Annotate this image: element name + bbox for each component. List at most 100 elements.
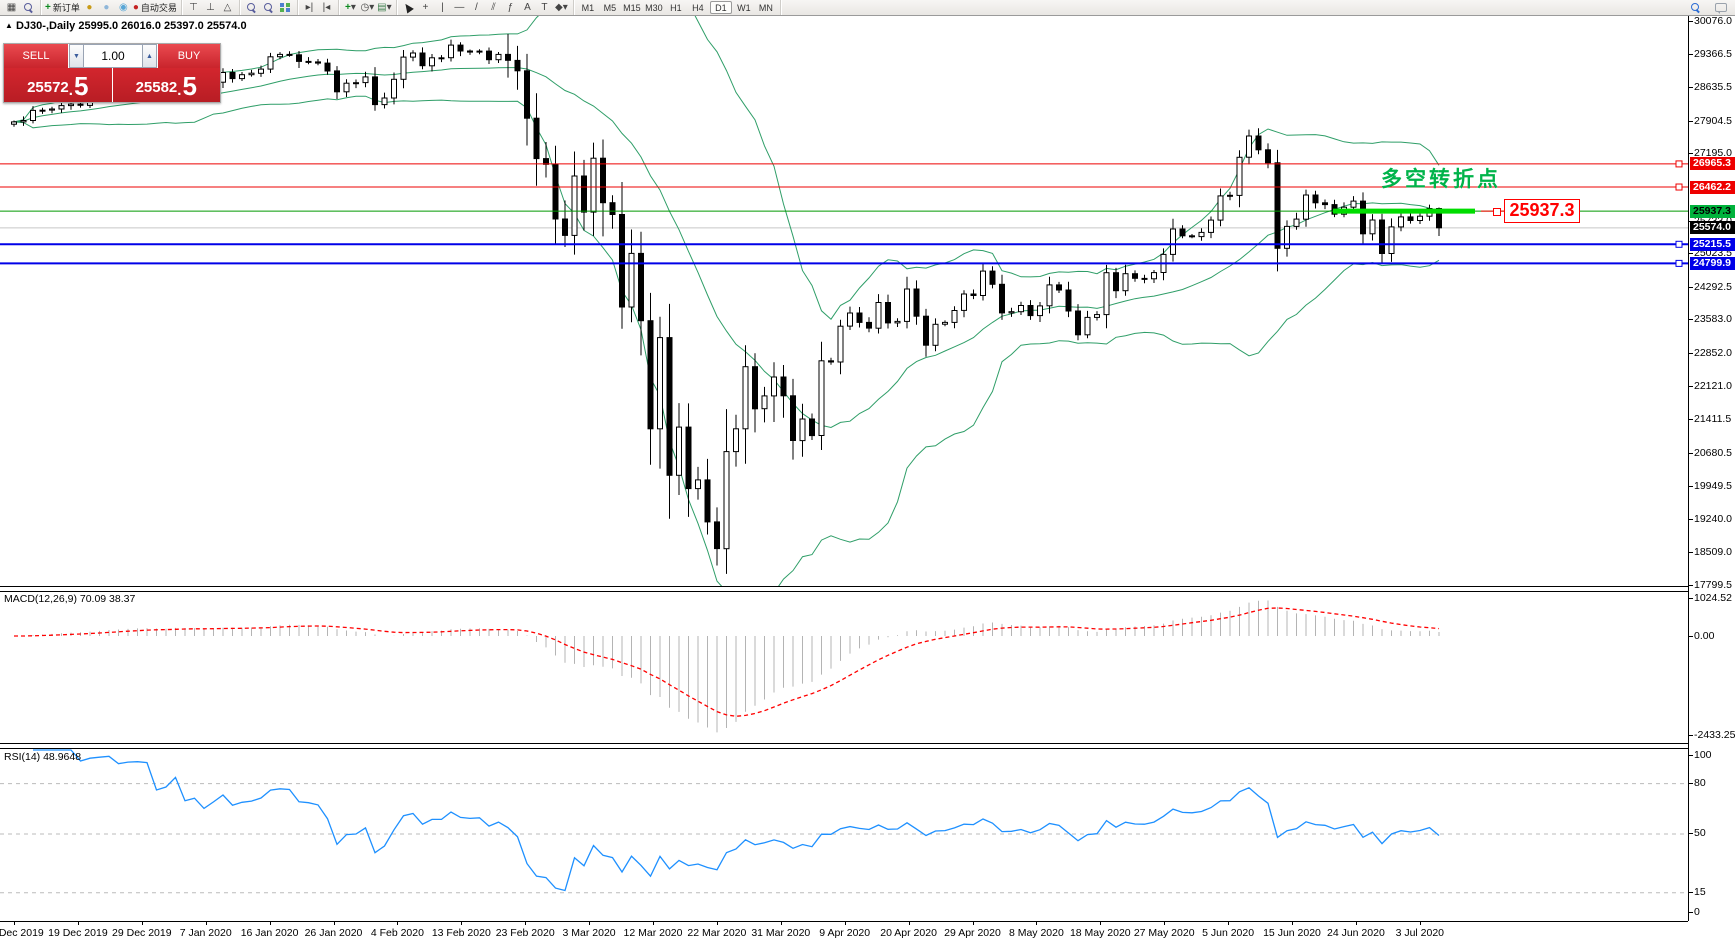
indicator-axis-tick: -2433.25 bbox=[1694, 729, 1735, 741]
price-axis-tick: 19949.5 bbox=[1694, 480, 1732, 493]
date-tick-mark bbox=[780, 922, 782, 925]
price-axis-tick: 27904.5 bbox=[1694, 114, 1732, 127]
signals-icon[interactable]: ◉ bbox=[118, 2, 128, 13]
templates-icon[interactable]: ▤ ▾ bbox=[377, 2, 392, 13]
line-chart-mode-icon[interactable]: △ bbox=[223, 2, 232, 13]
channel-icon[interactable]: ⫽ bbox=[491, 2, 496, 13]
price-axis-tick: 18509.0 bbox=[1694, 546, 1732, 559]
chart-shift-icon[interactable]: |◂ bbox=[322, 2, 331, 13]
date-axis-label: 22 Mar 2020 bbox=[687, 927, 747, 939]
rsi-canvas[interactable] bbox=[0, 747, 1688, 921]
label-tool-icon[interactable]: T bbox=[541, 2, 548, 13]
date-axis-label: 8 May 2020 bbox=[1008, 927, 1064, 939]
trendline-icon[interactable]: / bbox=[475, 2, 478, 13]
macd-canvas[interactable] bbox=[0, 590, 1688, 744]
date-axis-label: 4 Feb 2020 bbox=[370, 927, 424, 939]
date-axis-label: 29 Apr 2020 bbox=[944, 927, 1001, 939]
panel-separator[interactable] bbox=[0, 586, 1688, 592]
main-chart-canvas[interactable] bbox=[0, 15, 1688, 587]
auto-scroll-icon[interactable]: ▸| bbox=[305, 2, 314, 13]
timeframe-button-MN[interactable]: MN bbox=[758, 2, 773, 13]
cursor-icon[interactable] bbox=[401, 1, 416, 14]
volume-increase-stepper[interactable]: ▲ bbox=[142, 44, 157, 68]
panel-separator[interactable] bbox=[0, 743, 1688, 749]
zoom-in-icon[interactable] bbox=[244, 1, 259, 14]
timeframe-button-H1[interactable]: H1 bbox=[670, 2, 682, 13]
axis-tick-mark bbox=[1689, 486, 1693, 488]
date-axis-label: 9 Apr 2020 bbox=[819, 927, 871, 939]
date-tick-mark bbox=[1100, 922, 1102, 925]
volume-input[interactable]: 1.00 bbox=[84, 44, 142, 68]
timeframe-button-D1[interactable]: D1 bbox=[709, 1, 732, 14]
tile-windows-icon[interactable] bbox=[278, 1, 293, 14]
add-indicator-icon[interactable]: + ▾ bbox=[344, 2, 356, 13]
timeframe-button-M1[interactable]: M1 bbox=[581, 2, 595, 13]
period-clock-icon[interactable]: ◷ ▾ bbox=[360, 2, 375, 13]
axis-tick-mark bbox=[1689, 585, 1693, 586]
timeframe-button-M15[interactable]: M15 bbox=[623, 2, 641, 13]
timeframe-button-M5[interactable]: M5 bbox=[603, 2, 617, 13]
indicator-axis-tick: 0 bbox=[1694, 906, 1700, 918]
callout-anchor-handle[interactable] bbox=[1493, 208, 1501, 216]
crosshair-icon[interactable]: + bbox=[422, 2, 429, 13]
axis-tick-mark bbox=[1689, 783, 1693, 784]
buy-price[interactable]: 25582. 5 bbox=[112, 68, 220, 102]
date-tick-mark bbox=[908, 922, 910, 925]
price-axis-tick: 21411.5 bbox=[1694, 413, 1732, 426]
dropdown-arrow-icon: ▾ bbox=[350, 2, 356, 13]
chart-window-icon[interactable]: ▦ bbox=[6, 2, 17, 13]
price-axis-tick: 24292.5 bbox=[1694, 280, 1732, 293]
date-tick-mark bbox=[77, 922, 79, 925]
shapes-icon[interactable]: ◆ ▾ bbox=[555, 2, 568, 13]
text-tool-icon[interactable]: A bbox=[524, 2, 531, 13]
axis-tick-mark bbox=[1689, 735, 1693, 736]
autotrade-button[interactable]: ● 自动交易 bbox=[133, 1, 177, 14]
price-axis-tick: 30076.0 bbox=[1694, 15, 1732, 27]
search-icon[interactable] bbox=[1688, 1, 1703, 14]
fibonacci-icon[interactable]: ƒ bbox=[507, 2, 514, 13]
sell-button[interactable]: SELL bbox=[4, 44, 69, 68]
price-axis-tick: 29366.5 bbox=[1694, 47, 1732, 60]
volume-decrease-stepper[interactable]: ▼ bbox=[69, 44, 84, 68]
vertical-line-icon[interactable]: | bbox=[441, 2, 444, 13]
new-order-button[interactable]: + 新订单 bbox=[45, 1, 80, 14]
new-order-plus-icon: + bbox=[45, 2, 51, 13]
axis-tick-mark bbox=[1689, 153, 1693, 155]
bar-chart-mode-icon[interactable]: ⊤ bbox=[189, 2, 198, 13]
dropdown-arrow-icon: ▾ bbox=[369, 2, 375, 13]
date-tick-mark bbox=[972, 922, 974, 925]
date-axis[interactable]: 10 Dec 2019 19 Dec 2019 29 Dec 2019 7 Jan 2… bbox=[0, 921, 1688, 941]
date-tick-mark bbox=[333, 922, 335, 925]
date-tick-mark bbox=[589, 922, 591, 925]
axis-tick-mark bbox=[1689, 319, 1693, 321]
date-axis-label: 12 Mar 2020 bbox=[623, 927, 683, 939]
price-axis-tick: 19240.0 bbox=[1694, 512, 1732, 525]
new-order-label: 新订单 bbox=[52, 3, 80, 13]
price-axis[interactable]: 30076.029366.528635.527904.527195.025733… bbox=[1688, 15, 1735, 921]
sell-price[interactable]: 25572. 5 bbox=[4, 68, 113, 102]
data-window-icon[interactable] bbox=[21, 1, 36, 14]
date-axis-label: 10 Dec 2019 bbox=[0, 927, 44, 939]
market-watch-icon[interactable]: ● bbox=[86, 2, 93, 13]
timeframe-button-W1[interactable]: W1 bbox=[737, 2, 751, 13]
zoom-out-icon[interactable] bbox=[261, 1, 276, 14]
date-axis-label: 3 Jul 2020 bbox=[1395, 927, 1445, 939]
indicator-axis-tick: 80 bbox=[1694, 777, 1706, 789]
date-axis-label: 26 Jan 2020 bbox=[304, 927, 363, 939]
horizontal-line-icon[interactable]: — bbox=[454, 2, 465, 13]
price-callout-box[interactable]: 25937.3 bbox=[1504, 199, 1580, 223]
axis-tick-mark bbox=[1689, 755, 1693, 756]
top-toolbar: ▦ + 新订单 ● ● ◉ ● 自动交易 ⊤ ⊥ △ ▸| |◂ + ▾ ◷ ▾ ▤… bbox=[0, 0, 1735, 16]
timeframe-button-H4[interactable]: H4 bbox=[692, 2, 704, 13]
chat-icon[interactable] bbox=[1713, 1, 1728, 14]
cloud-icon[interactable]: ● bbox=[103, 2, 110, 13]
date-tick-mark bbox=[844, 922, 846, 925]
price-axis-tick: 22852.0 bbox=[1694, 346, 1732, 359]
timeframe-button-M30[interactable]: M30 bbox=[645, 2, 663, 13]
indicator-axis-tick: 0.00 bbox=[1694, 630, 1715, 642]
date-axis-label: 16 Jan 2020 bbox=[240, 927, 299, 939]
chart-annotation-text[interactable]: 多空转折点 bbox=[1381, 168, 1501, 191]
buy-button[interactable]: BUY bbox=[157, 44, 220, 68]
candle-chart-mode-icon[interactable]: ⊥ bbox=[206, 2, 215, 13]
price-axis-tick: 17799.5 bbox=[1694, 579, 1732, 591]
